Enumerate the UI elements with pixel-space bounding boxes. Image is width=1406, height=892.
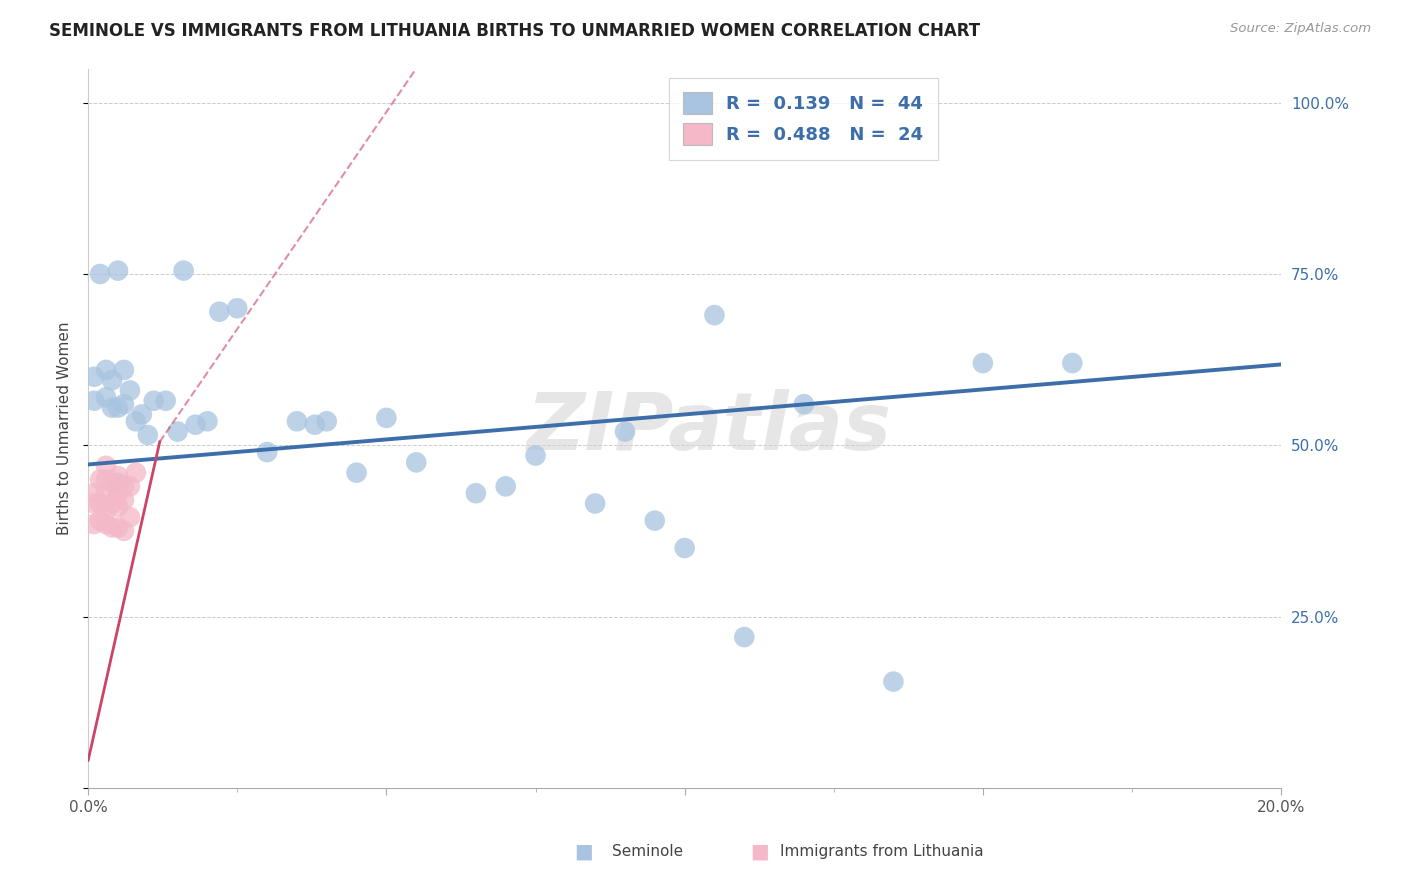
Point — [94, 503, 117, 517]
Point — [524, 449, 547, 463]
Point — [101, 475, 124, 490]
Text: ▪: ▪ — [574, 838, 593, 866]
Point — [89, 473, 111, 487]
Point — [184, 417, 207, 432]
Point — [94, 390, 117, 404]
Point — [107, 401, 129, 415]
Point — [83, 496, 105, 510]
Point — [94, 363, 117, 377]
Text: ▪: ▪ — [749, 838, 769, 866]
Point — [583, 496, 606, 510]
Point — [405, 455, 427, 469]
Point — [83, 393, 105, 408]
Point — [125, 466, 148, 480]
Point — [614, 425, 637, 439]
Point — [464, 486, 486, 500]
Point — [495, 479, 517, 493]
Point — [125, 414, 148, 428]
Text: Immigrants from Lithuania: Immigrants from Lithuania — [780, 845, 984, 859]
Point — [197, 414, 219, 428]
Point — [112, 479, 135, 493]
Point — [107, 475, 129, 490]
Point — [118, 384, 141, 398]
Point — [83, 486, 105, 500]
Point — [94, 516, 117, 531]
Point — [89, 267, 111, 281]
Text: Seminole: Seminole — [612, 845, 683, 859]
Point — [315, 414, 337, 428]
Point — [733, 630, 755, 644]
Point — [673, 541, 696, 555]
Point — [972, 356, 994, 370]
Point — [644, 514, 666, 528]
Point — [101, 373, 124, 387]
Point — [89, 514, 111, 528]
Point — [155, 393, 177, 408]
Point — [107, 486, 129, 500]
Text: Source: ZipAtlas.com: Source: ZipAtlas.com — [1230, 22, 1371, 36]
Point — [136, 428, 159, 442]
Point — [173, 263, 195, 277]
Point — [1062, 356, 1084, 370]
Point — [166, 425, 188, 439]
Y-axis label: Births to Unmarried Women: Births to Unmarried Women — [58, 321, 72, 535]
Point — [703, 308, 725, 322]
Point — [107, 263, 129, 277]
Point — [101, 496, 124, 510]
Point — [107, 500, 129, 514]
Point — [112, 397, 135, 411]
Point — [208, 304, 231, 318]
Point — [107, 469, 129, 483]
Point — [101, 520, 124, 534]
Point — [89, 496, 111, 510]
Point — [112, 493, 135, 508]
Text: ZIPatlas: ZIPatlas — [526, 389, 891, 467]
Point — [793, 397, 815, 411]
Point — [285, 414, 308, 428]
Text: SEMINOLE VS IMMIGRANTS FROM LITHUANIA BIRTHS TO UNMARRIED WOMEN CORRELATION CHAR: SEMINOLE VS IMMIGRANTS FROM LITHUANIA BI… — [49, 22, 980, 40]
Point — [83, 369, 105, 384]
Point — [118, 479, 141, 493]
Point — [256, 445, 278, 459]
Point — [101, 401, 124, 415]
Point — [107, 520, 129, 534]
Point — [131, 408, 153, 422]
Point — [83, 516, 105, 531]
Legend: R =  0.139   N =  44, R =  0.488   N =  24: R = 0.139 N = 44, R = 0.488 N = 24 — [669, 78, 938, 160]
Point — [882, 674, 904, 689]
Point — [118, 510, 141, 524]
Point — [142, 393, 165, 408]
Point — [112, 363, 135, 377]
Point — [94, 458, 117, 473]
Point — [94, 473, 117, 487]
Point — [94, 486, 117, 500]
Point — [304, 417, 326, 432]
Point — [112, 524, 135, 538]
Point — [226, 301, 249, 316]
Point — [375, 410, 398, 425]
Point — [346, 466, 368, 480]
